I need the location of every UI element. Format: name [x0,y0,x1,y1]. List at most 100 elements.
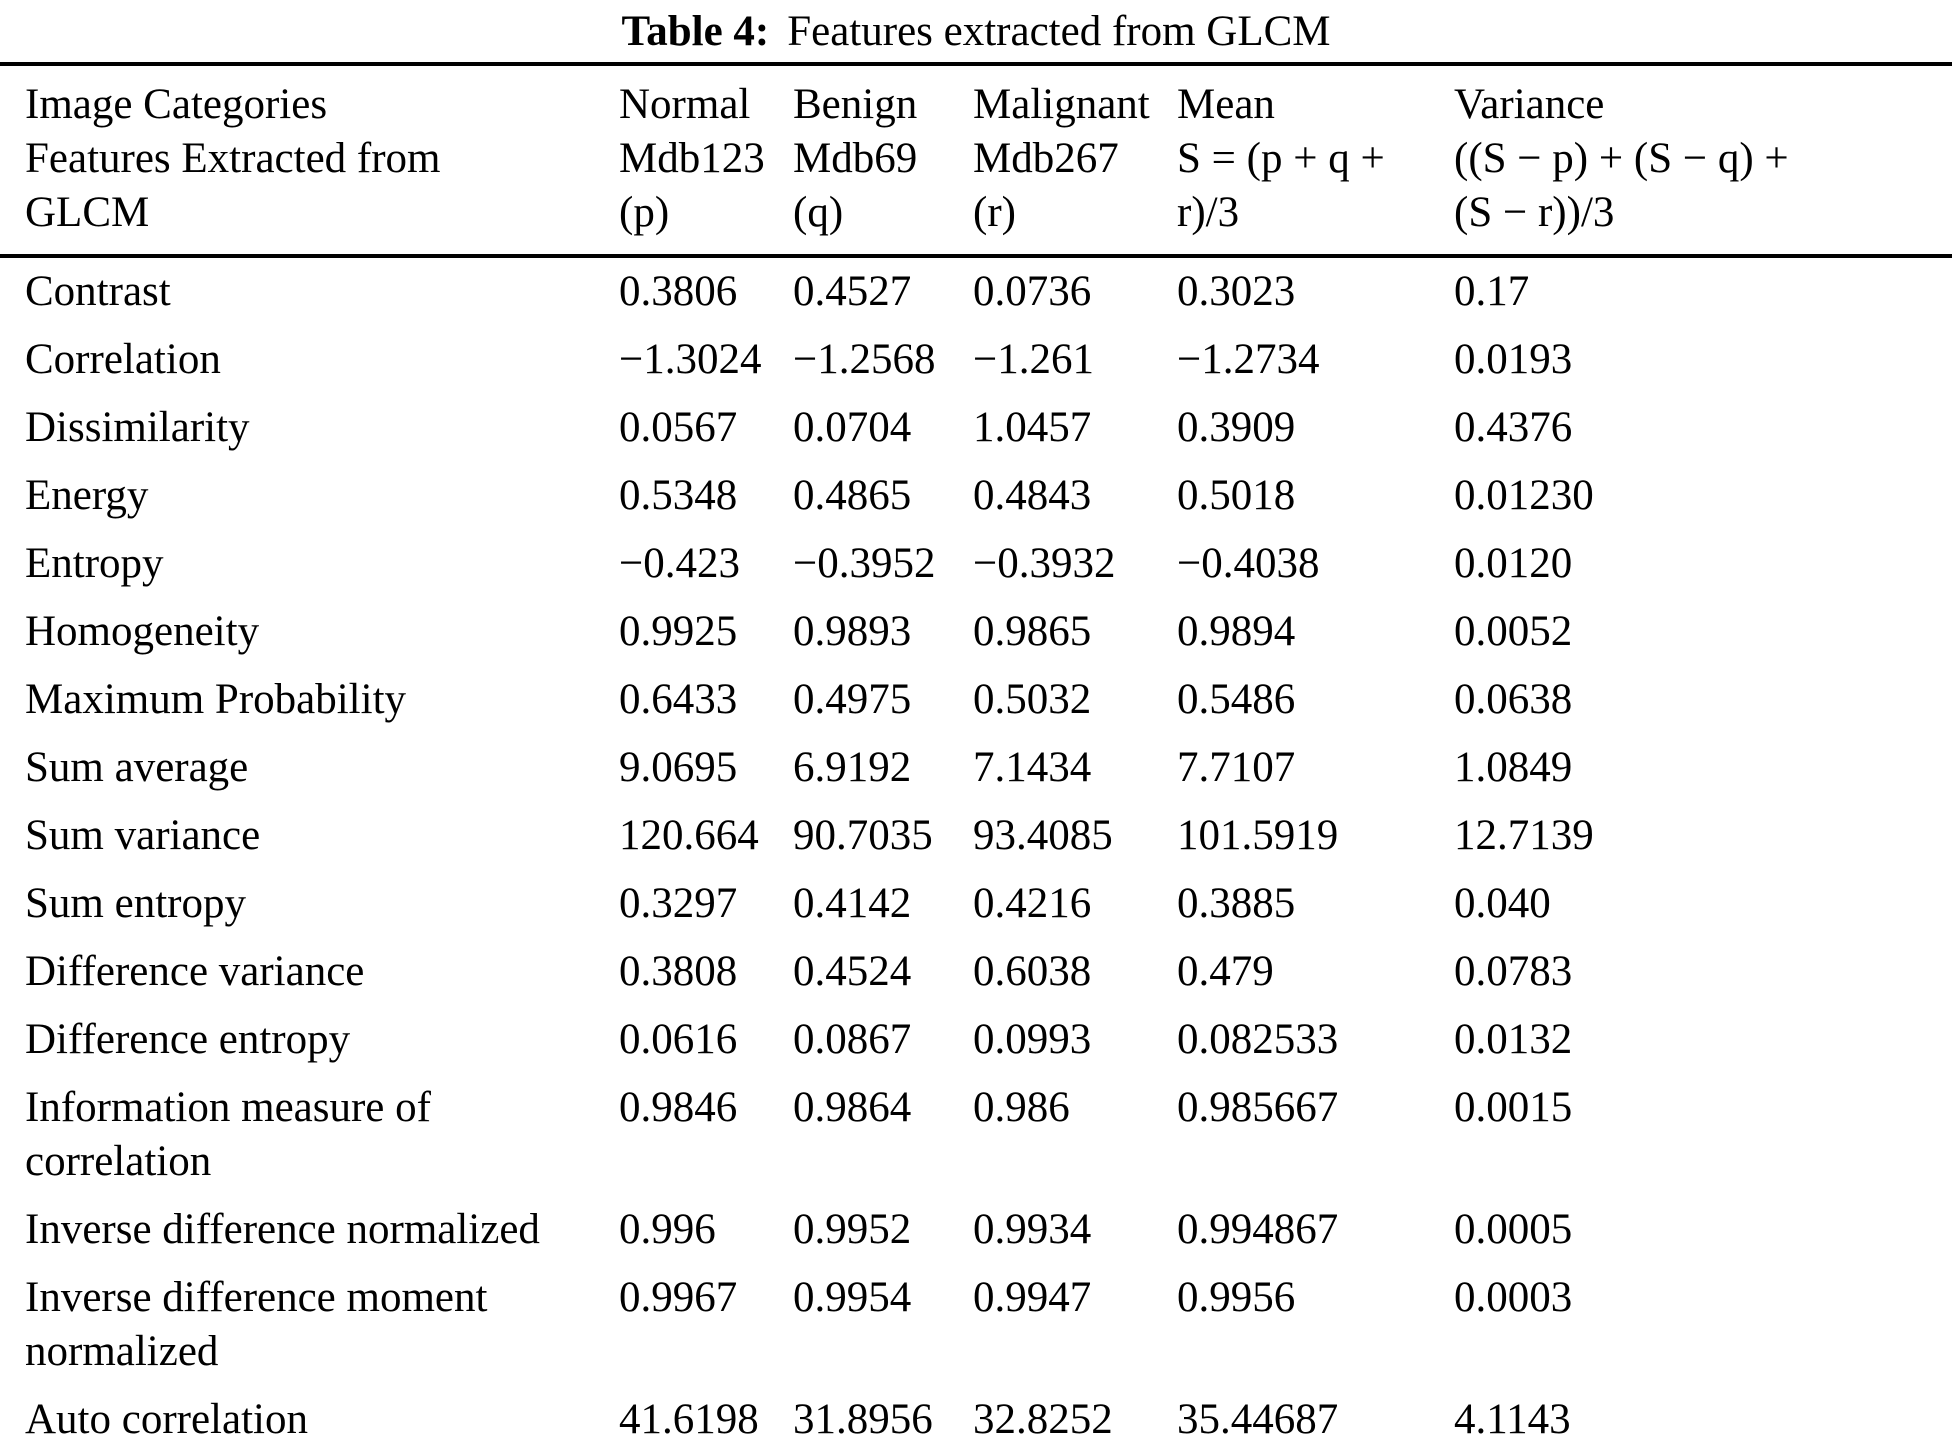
cell-p: −1.3024 [619,336,762,383]
cell-p: 0.9925 [619,608,738,655]
cell-feature: Information measure of correlation [25,1084,431,1185]
cell-r: −0.3932 [973,540,1116,587]
cell-variance: 0.0003 [1454,1274,1573,1321]
cell-r: 32.8252 [973,1396,1113,1443]
cell-mean: 0.5486 [1177,676,1296,723]
cell-q: 0.9954 [793,1274,912,1321]
cell-variance: 0.040 [1454,880,1551,927]
cell-p: 0.9846 [619,1084,738,1131]
cell-variance: 0.4376 [1454,404,1573,451]
cell-mean: 0.3023 [1177,268,1296,315]
table-row: Maximum Probability 0.6433 0.4975 0.5032… [0,666,1952,734]
cell-p: −0.423 [619,540,741,587]
table-row: Energy 0.5348 0.4865 0.4843 0.5018 0.012… [0,462,1952,530]
cell-r: −1.261 [973,336,1095,383]
table-row: Contrast 0.3806 0.4527 0.0736 0.3023 0.1… [0,256,1952,326]
header-cell-variance: Variance ((S − p) + (S − q) + (S − r))/3 [1454,64,1952,258]
cell-q: 0.0704 [793,404,912,451]
table-row: Inverse difference normalized 0.996 0.99… [0,1196,1952,1264]
cell-mean: −1.2734 [1177,336,1320,383]
cell-r: 0.4216 [973,880,1092,927]
cell-feature: Sum entropy [25,880,246,927]
cell-r: 0.0736 [973,268,1092,315]
cell-q: −1.2568 [793,336,936,383]
cell-variance: 0.17 [1454,268,1530,315]
cell-q: 0.4524 [793,948,912,995]
table-row: Correlation −1.3024 −1.2568 −1.261 −1.27… [0,326,1952,394]
cell-mean: 35.44687 [1177,1396,1339,1443]
header-row: Image Categories Features Extracted from… [0,64,1952,258]
table-row: Sum average 9.0695 6.9192 7.1434 7.7107 … [0,734,1952,802]
cell-mean: 0.994867 [1177,1206,1339,1253]
table-header: Image Categories Features Extracted from… [0,64,1952,258]
table-row: Difference entropy 0.0616 0.0867 0.0993 … [0,1006,1952,1074]
table-row: Homogeneity 0.9925 0.9893 0.9865 0.9894 … [0,598,1952,666]
table-row: Sum entropy 0.3297 0.4142 0.4216 0.3885 … [0,870,1952,938]
cell-p: 120.664 [619,812,759,859]
cell-feature: Difference variance [25,948,365,995]
header-cell-benign: Benign Mdb69 (q) [793,64,973,258]
cell-feature: Contrast [25,268,171,315]
cell-p: 0.3808 [619,948,738,995]
cell-feature: Homogeneity [25,608,260,655]
table-row: Difference variance 0.3808 0.4524 0.6038… [0,938,1952,1006]
cell-q: 31.8956 [793,1396,933,1443]
cell-mean: 0.9956 [1177,1274,1296,1321]
cell-q: 0.4142 [793,880,912,927]
cell-feature: Dissimilarity [25,404,250,451]
header-cell-mean: Mean S = (p + q + r)/3 [1177,64,1454,258]
cell-variance: 4.1143 [1454,1396,1571,1443]
cell-q: 0.4527 [793,268,912,315]
cell-r: 0.5032 [973,676,1092,723]
cell-variance: 12.7139 [1454,812,1594,859]
cell-variance: 0.0638 [1454,676,1573,723]
cell-p: 0.3806 [619,268,738,315]
table-row: Dissimilarity 0.0567 0.0704 1.0457 0.390… [0,394,1952,462]
cell-q: 0.9864 [793,1084,912,1131]
cell-mean: 0.9894 [1177,608,1296,655]
table-body: Contrast 0.3806 0.4527 0.0736 0.3023 0.1… [0,256,1952,1452]
cell-feature: Correlation [25,336,221,383]
header-cell-feature: Image Categories Features Extracted from… [0,64,619,258]
cell-q: 0.0867 [793,1016,912,1063]
cell-feature: Sum variance [25,812,261,859]
cell-variance: 0.0783 [1454,948,1573,995]
cell-variance: 0.0120 [1454,540,1573,587]
cell-mean: 7.7107 [1177,744,1296,791]
cell-variance: 0.0052 [1454,608,1573,655]
cell-mean: 0.3909 [1177,404,1296,451]
cell-feature: Inverse difference moment normalized [25,1274,488,1375]
table-row: Inverse difference moment normalized 0.9… [0,1264,1952,1386]
header-cell-normal: Normal Mdb123 (p) [619,64,793,258]
cell-mean: 0.5018 [1177,472,1296,519]
table-caption: Table 4: Features extracted from GLCM [0,0,1952,62]
cell-feature: Auto correlation [25,1396,308,1443]
cell-feature: Inverse difference normalized [25,1206,540,1253]
cell-r: 0.9947 [973,1274,1092,1321]
cell-q: 0.4865 [793,472,912,519]
cell-variance: 0.0015 [1454,1084,1573,1131]
table-row: Auto correlation 41.6198 31.8956 32.8252… [0,1386,1952,1452]
cell-p: 0.3297 [619,880,738,927]
cell-mean: −0.4038 [1177,540,1320,587]
table-caption-text: Features extracted from GLCM [787,8,1331,55]
cell-q: 0.4975 [793,676,912,723]
cell-r: 0.4843 [973,472,1092,519]
table-caption-label: Table 4: [621,8,770,55]
cell-r: 7.1434 [973,744,1092,791]
cell-r: 0.9934 [973,1206,1092,1253]
cell-variance: 1.0849 [1454,744,1573,791]
cell-variance: 0.01230 [1454,472,1594,519]
cell-feature: Difference entropy [25,1016,351,1063]
cell-q: 0.9893 [793,608,912,655]
cell-feature: Sum average [25,744,249,791]
cell-p: 0.5348 [619,472,738,519]
cell-mean: 101.5919 [1177,812,1339,859]
cell-mean: 0.985667 [1177,1084,1339,1131]
cell-p: 0.0567 [619,404,738,451]
cell-r: 93.4085 [973,812,1113,859]
glcm-features-table: Image Categories Features Extracted from… [0,62,1952,1452]
cell-q: 6.9192 [793,744,912,791]
cell-p: 0.9967 [619,1274,738,1321]
